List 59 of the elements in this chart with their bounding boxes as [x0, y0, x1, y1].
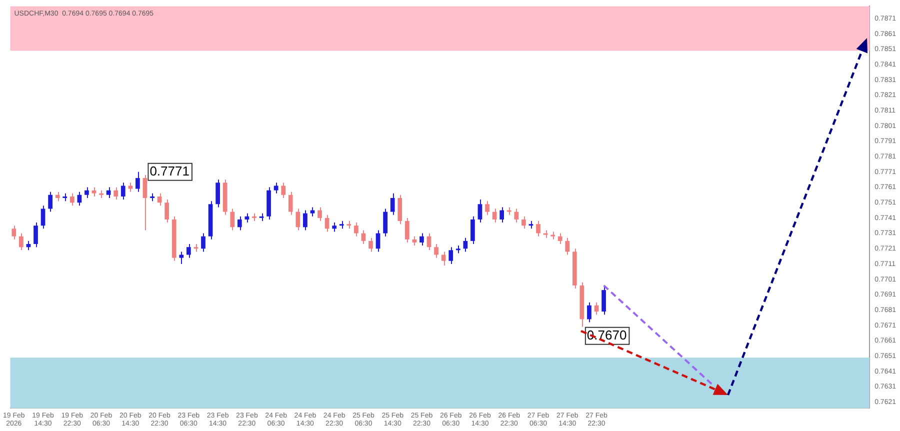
candlestick	[587, 302, 592, 323]
candlestick	[237, 216, 242, 231]
candlestick	[216, 179, 220, 208]
candlestick	[514, 208, 519, 224]
candlestick	[448, 246, 454, 264]
candlestick	[84, 186, 89, 198]
candlestick	[434, 244, 438, 258]
candlestick	[77, 191, 82, 206]
candlestick	[500, 206, 504, 224]
candlestick	[142, 174, 148, 231]
candlestick	[48, 191, 52, 212]
candlestick	[186, 244, 191, 258]
candlestick	[201, 232, 206, 252]
candlestick	[128, 182, 133, 192]
candlestick	[404, 217, 410, 243]
candlestick	[274, 182, 278, 194]
candlestick	[157, 192, 162, 206]
candlestick	[565, 237, 570, 256]
candlestick	[536, 220, 540, 237]
candlestick	[602, 284, 606, 316]
candlestick	[478, 199, 482, 224]
candlestick	[383, 208, 388, 237]
candlestick	[114, 186, 118, 200]
annotation: 0.7670	[586, 327, 627, 342]
candlestick	[34, 222, 38, 248]
candlestick	[12, 225, 16, 240]
candlestick	[281, 182, 286, 198]
candlestick	[318, 206, 322, 222]
candlestick	[303, 210, 308, 231]
candlestick	[485, 200, 490, 216]
candlestick	[332, 222, 337, 232]
candlestick	[441, 251, 446, 266]
candlestick	[398, 194, 402, 225]
candlestick	[420, 232, 424, 246]
candlestick	[40, 205, 46, 230]
candlestick	[361, 230, 366, 245]
candlestick	[18, 232, 24, 251]
candlestick	[376, 230, 380, 252]
candlestick	[288, 191, 293, 216]
candlestick	[463, 237, 468, 252]
candlestick	[368, 237, 373, 252]
candlestick	[70, 192, 74, 206]
candlestick	[412, 236, 417, 246]
candlestick	[390, 192, 395, 216]
candlestick	[164, 199, 170, 224]
candlestick	[179, 251, 184, 264]
candlestick	[521, 216, 526, 230]
annotation: 0.7771	[150, 163, 190, 178]
candlestick	[136, 171, 140, 192]
candlestick	[296, 208, 300, 231]
candlestick	[492, 208, 497, 224]
candlestick	[470, 216, 475, 245]
candlestick	[230, 208, 235, 231]
candlestick	[594, 302, 599, 316]
candlestick	[106, 186, 111, 198]
candlestick	[55, 191, 60, 202]
candlestick	[558, 232, 562, 245]
candlestick	[120, 182, 126, 200]
candlestick	[354, 222, 358, 237]
